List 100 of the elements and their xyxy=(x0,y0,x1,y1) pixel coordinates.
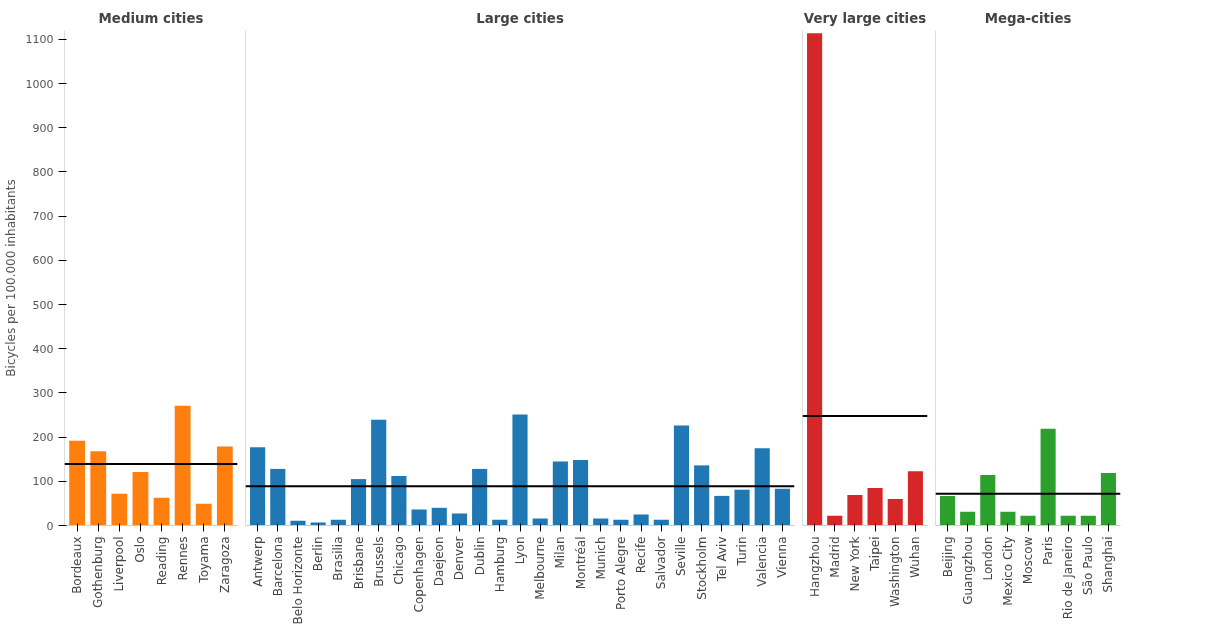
bar xyxy=(391,476,407,526)
bar xyxy=(847,495,863,526)
bar xyxy=(552,461,568,526)
bar xyxy=(310,522,326,526)
x-tick-label: Taipei xyxy=(868,536,883,572)
x-tick-label: Brisbane xyxy=(351,536,366,590)
x-tick-label: Mexico City xyxy=(1000,536,1015,606)
x-tick-label: Stockholm xyxy=(694,536,709,600)
y-tick-label: 200 xyxy=(32,431,54,445)
bar xyxy=(1080,515,1096,526)
x-tick-label: Rio de Janeiro xyxy=(1061,536,1076,620)
x-tick-label: Munich xyxy=(593,536,608,580)
bar xyxy=(572,460,589,526)
bar xyxy=(1040,428,1056,526)
bar xyxy=(633,514,649,526)
bar xyxy=(532,518,548,526)
x-tick-label: São Paulo xyxy=(1081,536,1096,595)
bar xyxy=(907,471,923,526)
bar xyxy=(734,489,750,526)
y-tick-label: 600 xyxy=(32,254,54,268)
y-tick-label: 500 xyxy=(32,298,54,312)
x-tick-label: Lyon xyxy=(513,536,527,565)
x-tick-label: Recife xyxy=(634,536,649,574)
bar xyxy=(754,448,770,526)
bar xyxy=(451,513,468,526)
bar xyxy=(69,440,86,526)
x-tick-label: Milan xyxy=(553,536,568,569)
bar xyxy=(1060,515,1076,526)
x-tick-label: Valencia xyxy=(755,536,770,587)
x-tick-label: Reading xyxy=(154,536,169,586)
y-tick-label: 400 xyxy=(32,342,54,356)
x-tick-label: Berlin xyxy=(311,536,326,572)
x-tick-label: Chicago xyxy=(391,536,406,585)
bar xyxy=(90,451,107,526)
x-tick-label: Hamburg xyxy=(492,536,507,593)
bar xyxy=(411,509,427,526)
x-tick-label: Daejeon xyxy=(432,536,447,587)
x-tick-label: Brussels xyxy=(371,536,386,587)
chart-title: Medium cities xyxy=(98,10,204,26)
y-tick-label: 1000 xyxy=(25,77,54,91)
bar xyxy=(827,515,843,526)
x-tick-label: Rennes xyxy=(175,536,190,581)
chart-title: Very large cities xyxy=(803,10,927,26)
x-tick-label: Copenhagen xyxy=(412,536,427,613)
x-tick-label: London xyxy=(980,536,995,581)
bar xyxy=(153,497,170,526)
y-tick-label: 300 xyxy=(32,386,54,400)
bar xyxy=(1000,511,1016,526)
x-tick-label: Wuhan xyxy=(908,536,923,579)
chart-title: Mega-cities xyxy=(984,10,1072,26)
bar xyxy=(250,447,266,526)
bar xyxy=(940,495,956,526)
bar xyxy=(980,475,996,526)
x-tick-label: Antwerp xyxy=(250,536,265,587)
y-tick-label: 1100 xyxy=(25,33,54,47)
bar xyxy=(960,511,976,526)
bar xyxy=(431,507,447,526)
x-tick-label: Barcelona xyxy=(270,536,285,597)
x-tick-label: Seville xyxy=(674,536,689,576)
bar xyxy=(472,468,488,526)
y-tick-label: 0 xyxy=(46,519,54,533)
x-tick-label: Bordeaux xyxy=(70,536,85,594)
x-tick-label: Belo Horizonte xyxy=(290,536,305,625)
x-tick-label: Dublin xyxy=(472,536,487,576)
bar xyxy=(216,446,233,526)
x-tick-label: Melbourne xyxy=(533,536,548,600)
x-tick-label: Beijing xyxy=(940,536,955,578)
bar xyxy=(270,468,286,526)
bar xyxy=(512,414,528,526)
bar xyxy=(1020,515,1036,526)
x-tick-label: Zaragoza xyxy=(217,536,232,593)
x-tick-label: Toyama xyxy=(196,536,211,584)
bar xyxy=(694,465,710,526)
y-tick-label: 700 xyxy=(32,210,54,224)
x-tick-label: Oslo xyxy=(133,536,148,563)
bar xyxy=(132,472,149,526)
bar xyxy=(1100,472,1116,526)
y-tick-label: 900 xyxy=(32,121,54,135)
bar xyxy=(807,33,823,526)
x-tick-label: Guangzhou xyxy=(960,536,975,605)
bar xyxy=(371,419,387,526)
x-tick-label: Madrid xyxy=(827,536,842,578)
chart-title: Large cities xyxy=(476,10,564,26)
bar xyxy=(195,503,212,526)
bar xyxy=(593,518,609,526)
bar xyxy=(774,488,790,526)
x-tick-label: Denver xyxy=(452,536,467,581)
x-tick-label: Salvador xyxy=(654,536,669,590)
x-tick-label: Montréal xyxy=(573,536,588,590)
x-tick-label: New York xyxy=(847,536,862,592)
x-tick-label: Paris xyxy=(1041,536,1056,566)
bar xyxy=(867,487,883,526)
x-tick-label: Tel Aviv xyxy=(714,536,729,583)
bar xyxy=(350,479,367,526)
x-tick-label: Washington xyxy=(888,536,903,608)
x-tick-label: Porto Alegre xyxy=(613,536,628,611)
x-tick-label: Shanghai xyxy=(1101,536,1116,593)
x-tick-label: Moscow xyxy=(1021,536,1035,585)
bar xyxy=(111,493,128,526)
x-tick-label: Brasilia xyxy=(331,536,346,581)
